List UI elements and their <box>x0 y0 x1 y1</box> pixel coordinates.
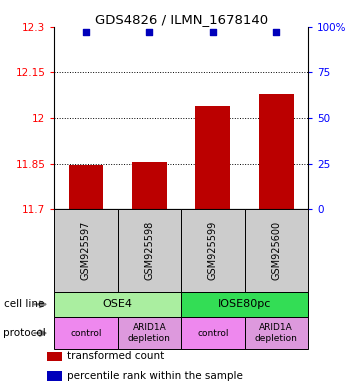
Bar <box>259 94 294 209</box>
Bar <box>181 292 308 317</box>
Text: protocol: protocol <box>4 328 46 338</box>
Bar <box>118 209 181 292</box>
Bar <box>54 292 181 317</box>
Text: IOSE80pc: IOSE80pc <box>218 299 271 310</box>
Bar <box>47 371 62 381</box>
Text: GSM925600: GSM925600 <box>271 221 281 280</box>
Text: GSM925599: GSM925599 <box>208 221 218 280</box>
Bar <box>132 162 167 209</box>
Text: cell line: cell line <box>4 299 44 310</box>
Point <box>83 29 89 35</box>
Point <box>273 29 279 35</box>
Bar <box>195 106 230 209</box>
Text: GSM925598: GSM925598 <box>145 221 154 280</box>
Title: GDS4826 / ILMN_1678140: GDS4826 / ILMN_1678140 <box>94 13 268 26</box>
Text: GSM925597: GSM925597 <box>81 221 91 280</box>
Bar <box>245 317 308 349</box>
Point <box>147 29 152 35</box>
Text: percentile rank within the sample: percentile rank within the sample <box>67 371 243 381</box>
Bar <box>47 351 62 361</box>
Bar <box>181 209 245 292</box>
Bar <box>118 317 181 349</box>
Bar <box>181 317 245 349</box>
Text: transformed count: transformed count <box>67 351 164 361</box>
Text: ARID1A
depletion: ARID1A depletion <box>128 323 171 343</box>
Text: control: control <box>197 329 229 338</box>
Point <box>210 29 216 35</box>
Bar <box>245 209 308 292</box>
Text: ARID1A
depletion: ARID1A depletion <box>255 323 298 343</box>
Text: control: control <box>70 329 102 338</box>
Bar <box>54 317 118 349</box>
Bar <box>54 209 118 292</box>
Text: OSE4: OSE4 <box>103 299 133 310</box>
Bar <box>69 165 103 209</box>
